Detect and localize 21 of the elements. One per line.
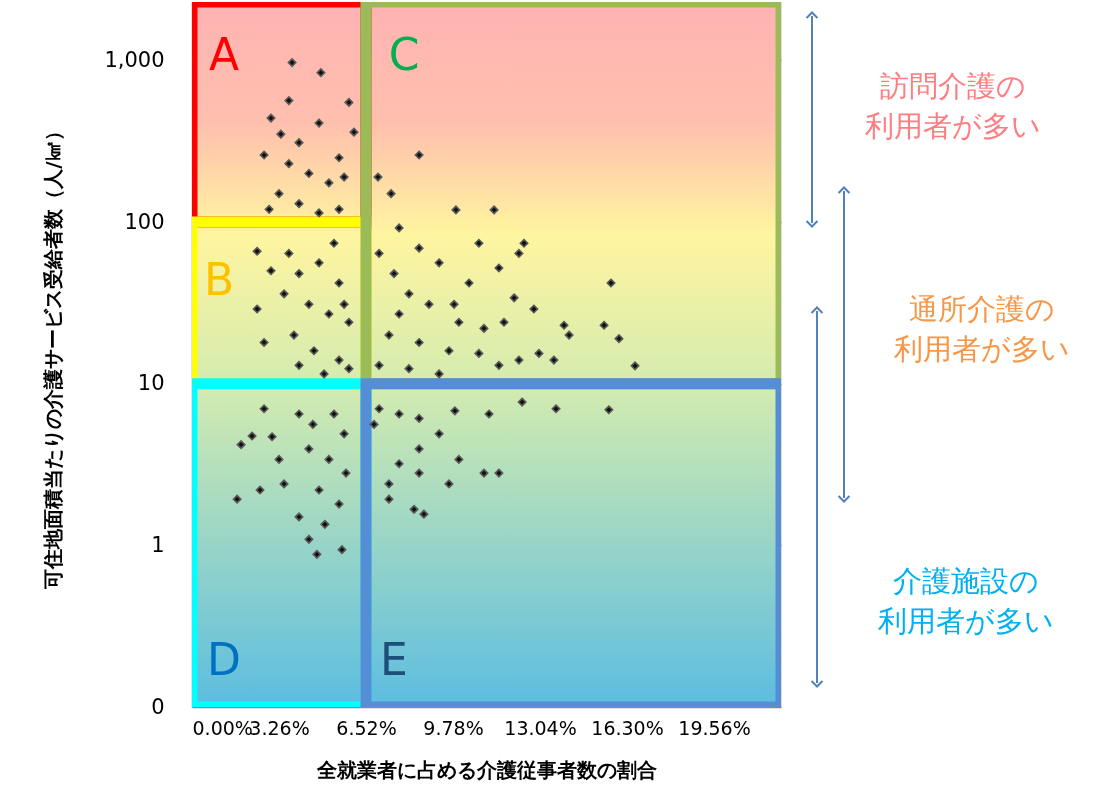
annotation: D (207, 634, 241, 685)
annotation: B (203, 254, 235, 305)
annotation: C (388, 29, 420, 80)
annotation: E (380, 634, 408, 685)
y-axis-title: 可住地面積当たりの介護サービス受給者数（人/㎢） (41, 121, 66, 590)
text: 通所介護の利用者が多い (894, 292, 1070, 366)
x-tick-label: 13.04% (504, 716, 577, 739)
y-tick-label: 0 (151, 694, 165, 719)
y-tick-label: 1,000 (104, 47, 165, 72)
x-tick-label: 16.30% (591, 716, 664, 739)
text: 介護施設の利用者が多い (878, 564, 1054, 638)
y-tick-label: 100 (124, 209, 165, 234)
x-axis-title: 全就業者に占める介護従事者数の割合 (316, 757, 657, 782)
y-tick-label: 10 (137, 371, 165, 396)
x-tick-label: 9.78% (423, 716, 484, 739)
annotation: A (208, 29, 240, 80)
y-tick-label: 1 (151, 532, 165, 557)
x-tick-label: 6.52% (336, 716, 397, 739)
text: 訪問介護の利用者が多い (865, 69, 1041, 143)
x-tick-label: 0.00% (192, 716, 253, 739)
x-tick-label: 19.56% (678, 716, 751, 739)
